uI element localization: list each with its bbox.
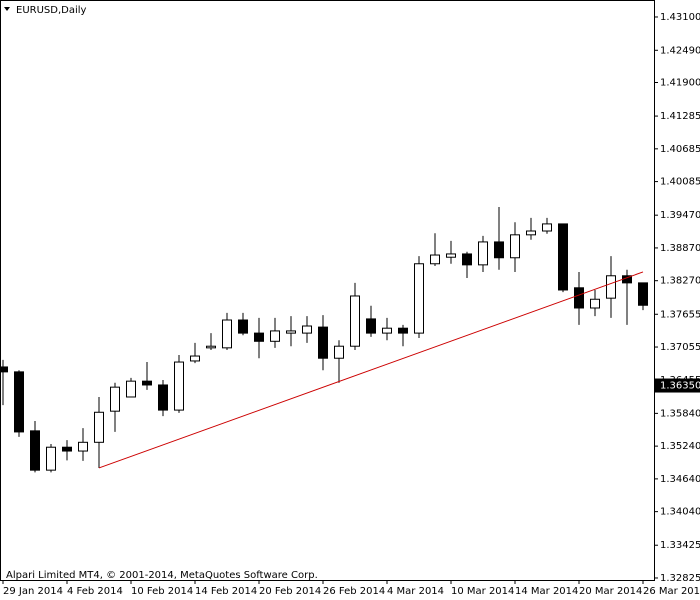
y-tick-label: 1.35240 xyxy=(660,441,700,452)
candle-body xyxy=(94,411,104,443)
candle-body xyxy=(398,327,408,334)
candle-body xyxy=(478,241,488,266)
candle-body xyxy=(222,319,232,349)
y-tick-label: 1.34640 xyxy=(660,474,700,485)
trendline xyxy=(98,271,644,469)
candle-body xyxy=(366,318,376,334)
current-price-box xyxy=(655,378,700,393)
plot-frame xyxy=(0,0,655,581)
candle-body xyxy=(302,325,312,334)
candle-body xyxy=(606,275,616,299)
candle-body xyxy=(254,332,264,342)
y-tick-label: 1.38870 xyxy=(660,243,700,254)
candle-body xyxy=(286,330,296,334)
chart-title: EURUSD,Daily xyxy=(16,5,87,16)
candle-body xyxy=(318,326,328,359)
y-tick-label: 1.39470 xyxy=(660,210,700,221)
candle-body xyxy=(462,253,472,266)
y-tick-label: 1.32825 xyxy=(660,573,700,584)
y-tick-label: 1.42490 xyxy=(660,45,700,56)
candle-body xyxy=(590,298,600,309)
x-tick-label: 26 Feb 2014 xyxy=(323,586,385,597)
candle-body xyxy=(110,386,120,412)
candle-body xyxy=(350,295,360,347)
y-tick-label: 1.38270 xyxy=(660,276,700,287)
x-tick-label: 14 Mar 2014 xyxy=(515,586,578,597)
y-tick-label: 1.33425 xyxy=(660,540,700,551)
candle-body xyxy=(574,287,584,309)
candle-body xyxy=(142,380,152,386)
x-tick-label: 4 Feb 2014 xyxy=(67,586,123,597)
candle-body xyxy=(382,327,392,334)
candle-body xyxy=(46,446,56,471)
candle-body xyxy=(174,361,184,411)
candle-body xyxy=(638,282,648,306)
candle-body xyxy=(558,223,568,291)
candle-body xyxy=(334,345,344,359)
candle-body xyxy=(510,234,520,259)
y-tick-label: 1.40085 xyxy=(660,177,700,188)
y-tick-label: 1.37055 xyxy=(660,342,700,353)
x-tick-label: 4 Mar 2014 xyxy=(387,586,444,597)
candle-body xyxy=(542,223,552,232)
candle-body xyxy=(62,446,72,452)
footer: Alpari Limited MT4, © 2001-2014, MetaQuo… xyxy=(6,570,318,581)
candle-body xyxy=(430,254,440,265)
menu-triangle xyxy=(4,7,10,11)
y-tick-label: 1.41900 xyxy=(660,77,700,88)
x-tick-label: 20 Feb 2014 xyxy=(259,586,321,597)
candle-body xyxy=(126,380,136,398)
x-tick-label: 14 Feb 2014 xyxy=(195,586,257,597)
candle-body xyxy=(270,330,280,342)
candle-body xyxy=(78,441,88,452)
candle-body xyxy=(238,319,248,334)
y-tick-label: 1.37655 xyxy=(660,309,700,320)
current-price-label: 1.36350 xyxy=(660,381,700,392)
plot-area xyxy=(1,206,648,473)
x-tick-label: 20 Mar 2014 xyxy=(579,586,642,597)
candle-body xyxy=(414,263,424,334)
candle-body xyxy=(526,230,536,236)
candle-body xyxy=(446,253,456,258)
y-tick-label: 1.41285 xyxy=(660,111,700,122)
y-tick-label: 1.35840 xyxy=(660,408,700,419)
candle-body xyxy=(494,241,504,259)
candle-body xyxy=(158,384,168,411)
candle-body xyxy=(30,430,40,471)
y-tick-label: 1.43100 xyxy=(660,12,700,23)
x-tick-label: 10 Mar 2014 xyxy=(451,586,514,597)
candle-body xyxy=(206,345,216,349)
candle-body xyxy=(190,355,200,362)
candle-body xyxy=(1,366,8,373)
x-tick-label: 26 Mar 2014 xyxy=(643,586,700,597)
y-tick-label: 1.34040 xyxy=(660,507,700,518)
x-tick-label: 10 Feb 2014 xyxy=(131,586,193,597)
x-tick-label: 29 Jan 2014 xyxy=(3,586,63,597)
y-tick-label: 1.40685 xyxy=(660,144,700,155)
candle-body xyxy=(14,371,24,433)
